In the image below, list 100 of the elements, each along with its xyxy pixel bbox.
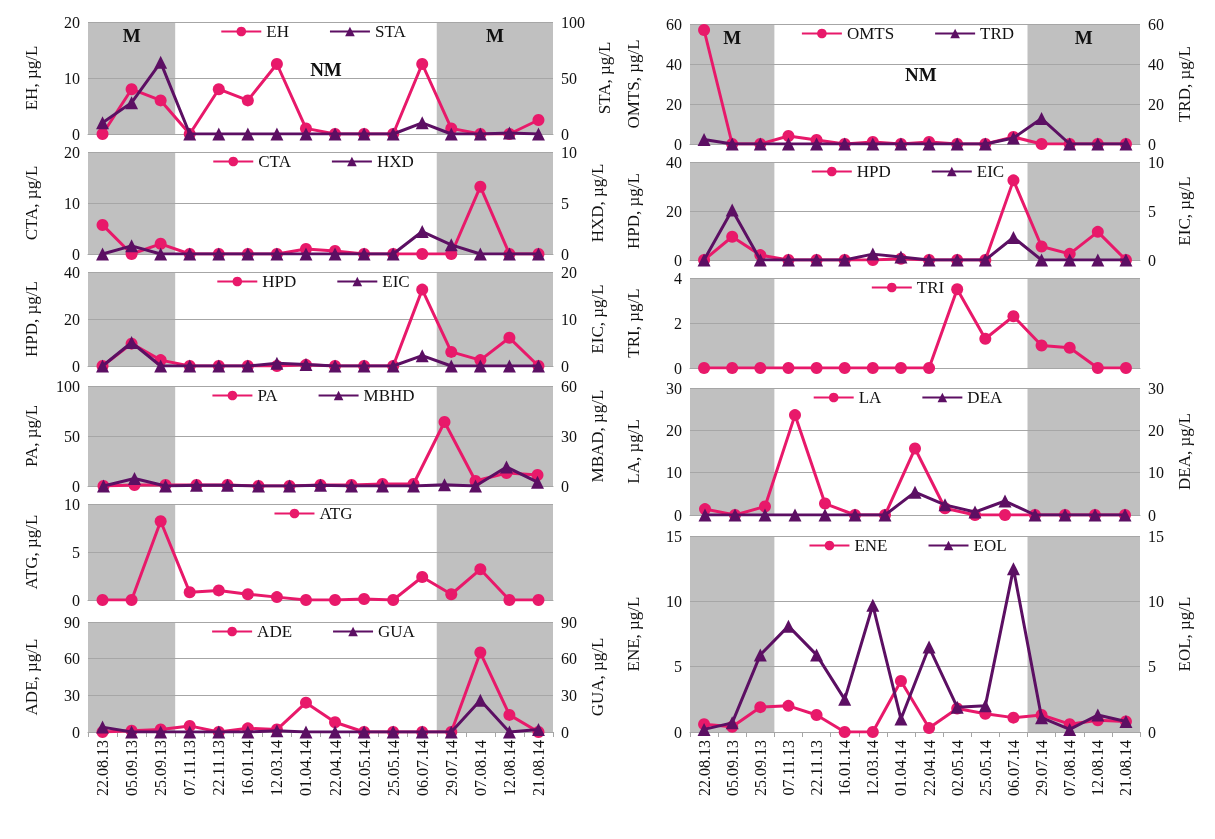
band-label: M [1074, 27, 1093, 48]
point [154, 359, 168, 373]
y-axis-title: LA, µg/L [624, 419, 643, 484]
x-tick-label: 07.08.14 [471, 740, 489, 796]
point [96, 247, 110, 261]
point [416, 283, 429, 296]
point [474, 646, 487, 659]
x-tick-label: 05.09.13 [723, 740, 741, 796]
y2-tick-label: 0 [561, 245, 569, 263]
x-tick-label: 02.05.14 [355, 740, 373, 796]
y-axis-title: ADE, µg/L [22, 638, 41, 716]
point [1091, 362, 1104, 374]
x-tick-label: 22.08.13 [695, 740, 713, 796]
x-tick-label: 12.03.14 [864, 740, 882, 796]
band-label: M [122, 25, 141, 46]
y-tick-label: 30 [666, 379, 682, 397]
point [125, 594, 138, 606]
point [1007, 174, 1020, 187]
point [978, 699, 992, 713]
y2-tick-label: 10 [1148, 464, 1164, 482]
point [1007, 310, 1020, 323]
legend-label: CTA [258, 152, 292, 171]
point [154, 247, 168, 261]
point [445, 588, 458, 601]
y2-tick-label: 30 [561, 686, 577, 704]
x-tick-label: 16.01.14 [836, 740, 854, 796]
point [894, 712, 908, 726]
y-tick-label: 40 [666, 55, 682, 73]
point [788, 508, 802, 522]
point [438, 478, 451, 492]
legend-label: TRD [980, 24, 1015, 43]
y2-tick-label: 0 [561, 125, 569, 143]
y-tick-label: 0 [674, 506, 682, 524]
point [923, 362, 936, 374]
point [698, 508, 712, 522]
x-tick-label: 21.08.14 [529, 740, 547, 796]
point [1035, 339, 1048, 352]
point [753, 648, 767, 662]
y-axis-title: CTA, µg/L [22, 165, 41, 241]
band-label: M [485, 25, 504, 46]
point [445, 345, 458, 358]
point [698, 24, 711, 36]
x-tick-label: 07.08.14 [1061, 740, 1079, 796]
point [698, 362, 711, 374]
point [1035, 240, 1048, 253]
y2-tick-label: 0 [561, 357, 569, 375]
point [726, 230, 739, 243]
y-tick-label: 30 [64, 686, 80, 704]
x-tick-label: 22.04.14 [326, 740, 344, 796]
x-tick-label: 01.04.14 [297, 740, 315, 796]
legend-label: EIC [976, 162, 1005, 181]
x-tick-label: 25.05.14 [384, 740, 402, 796]
annotation: NM [905, 63, 937, 85]
point [838, 692, 852, 706]
point [96, 218, 109, 231]
point [416, 570, 429, 583]
point [1006, 230, 1020, 244]
y-tick-label: 0 [674, 135, 682, 153]
point [444, 127, 458, 141]
point [726, 362, 739, 374]
x-tick-label: 22.11.13 [210, 740, 228, 796]
x-tick-label: 07.11.13 [779, 740, 797, 796]
x-tick-label: 22.08.13 [94, 740, 112, 796]
point [781, 619, 795, 633]
y-tick-label: 10 [666, 464, 682, 482]
legend-label: HPD [856, 162, 891, 181]
point [328, 247, 342, 261]
point [781, 137, 795, 151]
x-tick-label: 22.11.13 [808, 740, 826, 796]
point [444, 359, 458, 373]
point [183, 725, 197, 739]
point [531, 475, 544, 489]
x-tick-label: 21.08.14 [1117, 740, 1135, 796]
point [299, 594, 312, 606]
point [1063, 341, 1076, 354]
point [299, 725, 313, 739]
point [782, 699, 795, 712]
y2-tick-label: 0 [1148, 506, 1156, 524]
point [754, 701, 767, 714]
y-tick-label: 0 [72, 477, 80, 495]
y-tick-label: 20 [64, 143, 80, 161]
point [154, 237, 167, 250]
y-tick-label: 60 [64, 650, 80, 668]
y2-tick-label: 10 [1148, 153, 1164, 171]
point [241, 725, 255, 739]
x-tick-label: 12.08.14 [1089, 740, 1107, 796]
y-tick-label: 20 [666, 202, 682, 220]
point [908, 485, 922, 499]
point [782, 362, 795, 374]
y-tick-label: 50 [64, 427, 80, 445]
point [866, 362, 879, 374]
legend-label: MBHD [363, 386, 415, 405]
point [532, 594, 545, 606]
legend-label: EOL [973, 536, 1007, 555]
y-tick-label: 40 [666, 153, 682, 171]
y2-axis-title: TRD, µg/L [1175, 46, 1194, 122]
y2-tick-label: 5 [1148, 202, 1156, 220]
y-tick-label: 0 [72, 723, 80, 741]
point [758, 508, 772, 522]
point [270, 591, 283, 604]
